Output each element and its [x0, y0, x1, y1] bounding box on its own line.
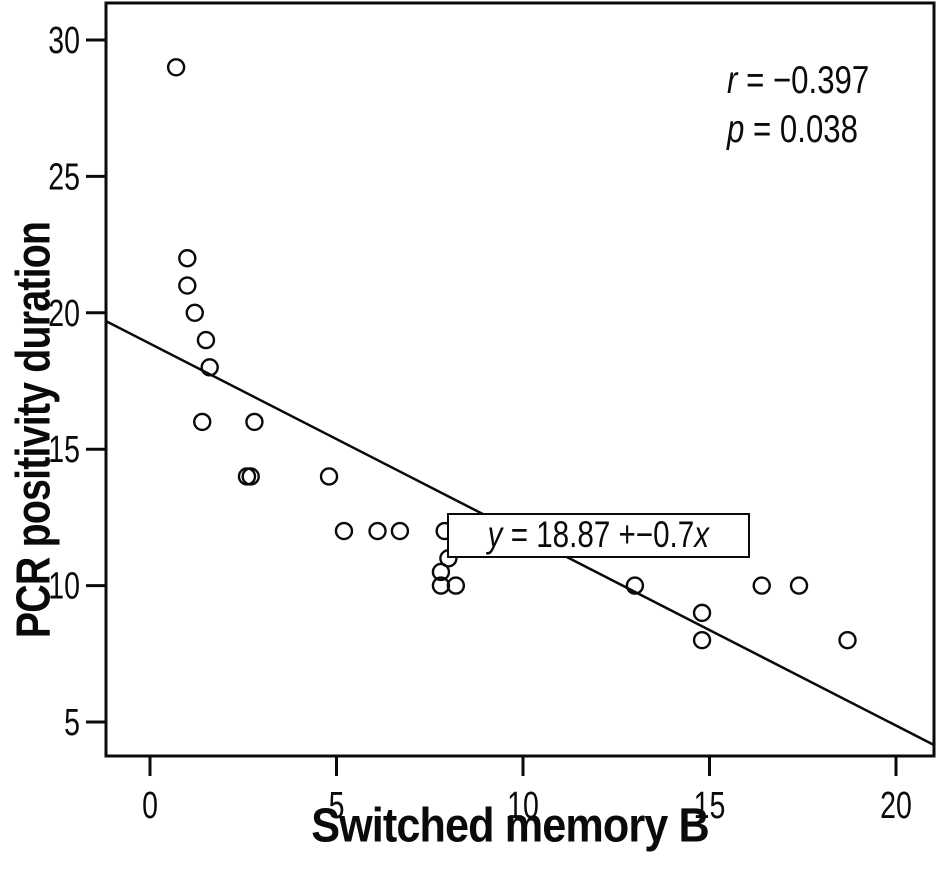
data-point: [185, 303, 204, 322]
equation-x-symbol: x: [694, 513, 710, 555]
p-symbol: p: [727, 108, 745, 151]
data-point: [838, 630, 857, 650]
p-value-line: p = 0.038: [727, 105, 869, 154]
data-point: [692, 630, 712, 650]
data-point: [166, 58, 186, 77]
regression-equation-box: y = 18.87 +−0.7x: [447, 513, 750, 558]
data-point: [692, 603, 712, 623]
x-tick-label: 15: [694, 785, 726, 827]
y-tick-label: 25: [48, 157, 80, 199]
data-point: [752, 576, 771, 595]
data-point: [241, 467, 260, 486]
data-point: [193, 412, 212, 432]
data-point: [446, 576, 466, 595]
data-point: [196, 330, 216, 350]
y-tick-label: 30: [48, 20, 80, 62]
plot-frame: [104, 1, 936, 758]
correlation-annotation: r = −0.397 p = 0.038: [727, 56, 869, 154]
data-point: [245, 412, 264, 432]
r-value: = −0.397: [737, 59, 870, 102]
data-point: [368, 521, 387, 541]
x-tick-label: 10: [507, 785, 539, 827]
equation-body: = 18.87 +−0.7: [502, 513, 695, 555]
x-axis-title: Switched memory B: [311, 799, 710, 853]
y-tick-label: 20: [48, 293, 80, 335]
data-point: [319, 467, 339, 486]
r-value-line: r = −0.397: [727, 56, 869, 105]
equation-y-symbol: y: [487, 513, 503, 555]
y-tick-label: 15: [48, 429, 80, 471]
r-symbol: r: [727, 59, 738, 102]
data-point: [178, 276, 197, 295]
data-point: [431, 562, 451, 582]
y-tick-label: 10: [48, 566, 80, 608]
data-point: [178, 249, 197, 268]
data-point: [200, 358, 219, 377]
data-point: [237, 467, 257, 486]
x-tick-label: 0: [142, 785, 158, 827]
y-axis-title: PCR positivity duration: [7, 221, 61, 639]
data-point: [789, 576, 809, 595]
y-tick-label: 5: [64, 702, 80, 744]
data-point: [390, 521, 410, 541]
data-point: [625, 576, 645, 595]
p-value: = 0.038: [744, 108, 858, 151]
x-tick-label: 5: [329, 785, 345, 827]
x-tick-label: 20: [880, 785, 912, 827]
regression-equation: y = 18.87 +−0.7x: [488, 514, 709, 558]
data-point: [334, 521, 354, 541]
